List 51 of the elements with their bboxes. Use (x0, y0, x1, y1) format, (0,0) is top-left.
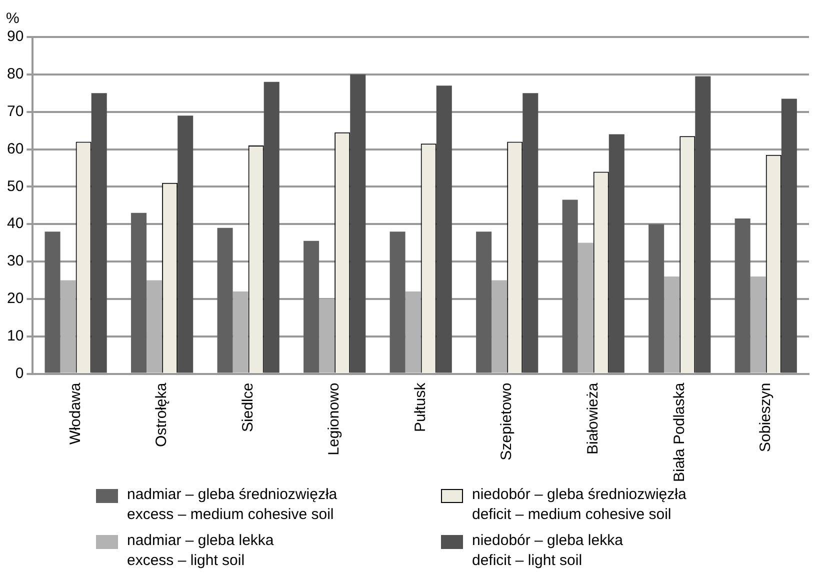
y-tick-label: 10 (6, 327, 24, 344)
y-tick-label: 40 (6, 215, 24, 232)
bar (91, 93, 107, 373)
legend-label: nadmiar – gleba lekka excess – light soil (127, 531, 274, 571)
y-tick-label: 90 (6, 28, 24, 46)
bar (217, 228, 233, 373)
legend-label: nadmiar – gleba średniozwięzła excess – medium cohesive soil (127, 485, 338, 525)
bar (648, 224, 664, 373)
x-tick-label: Legionowo (326, 382, 343, 456)
x-tick-label: Ostrołęka (153, 382, 170, 447)
x-tick-label: Sobieszyn (757, 382, 774, 452)
y-tick-label: 20 (6, 290, 24, 308)
bar (146, 280, 162, 373)
y-tick-label: 50 (6, 178, 24, 195)
y-tick-label: 80 (6, 66, 24, 83)
bar (476, 232, 492, 373)
bar (436, 86, 452, 373)
bar (664, 276, 680, 373)
bar (232, 291, 248, 373)
bar (131, 212, 147, 373)
bar (695, 76, 711, 373)
bar (734, 218, 750, 373)
x-tick-label: Szepietowo (498, 382, 516, 460)
y-tick-label: 60 (6, 140, 24, 158)
bar (264, 82, 280, 373)
y-tick-label: 0 (15, 364, 24, 382)
bar (44, 232, 60, 373)
legend-label: niedobór – gleba lekka deficit – light soil (472, 531, 623, 571)
legend-label: niedobór – gleba średniozwięzła deficit – medium cohesive soil (472, 485, 686, 525)
bar (304, 240, 320, 373)
bar (60, 280, 76, 373)
bar (578, 242, 594, 373)
bar (319, 298, 335, 373)
bar (405, 291, 421, 373)
bar (750, 276, 766, 373)
bar (178, 116, 194, 373)
bar (350, 74, 366, 373)
x-tick-label: Pułtusk (412, 382, 429, 432)
x-tick-label: Biała Podlaska (670, 382, 688, 482)
bar (522, 93, 538, 373)
x-tick-label: Włodawa (66, 382, 84, 444)
bar (781, 98, 797, 373)
y-tick-label: 70 (6, 102, 24, 120)
y-tick-label: 30 (6, 252, 24, 270)
bar (492, 280, 508, 373)
bar (608, 134, 624, 373)
x-tick-label: Siedlce (239, 382, 256, 432)
x-tick-label: Białowieża (584, 382, 602, 454)
y-axis-title: % (6, 10, 20, 27)
bar (390, 232, 406, 373)
bar (562, 200, 578, 373)
